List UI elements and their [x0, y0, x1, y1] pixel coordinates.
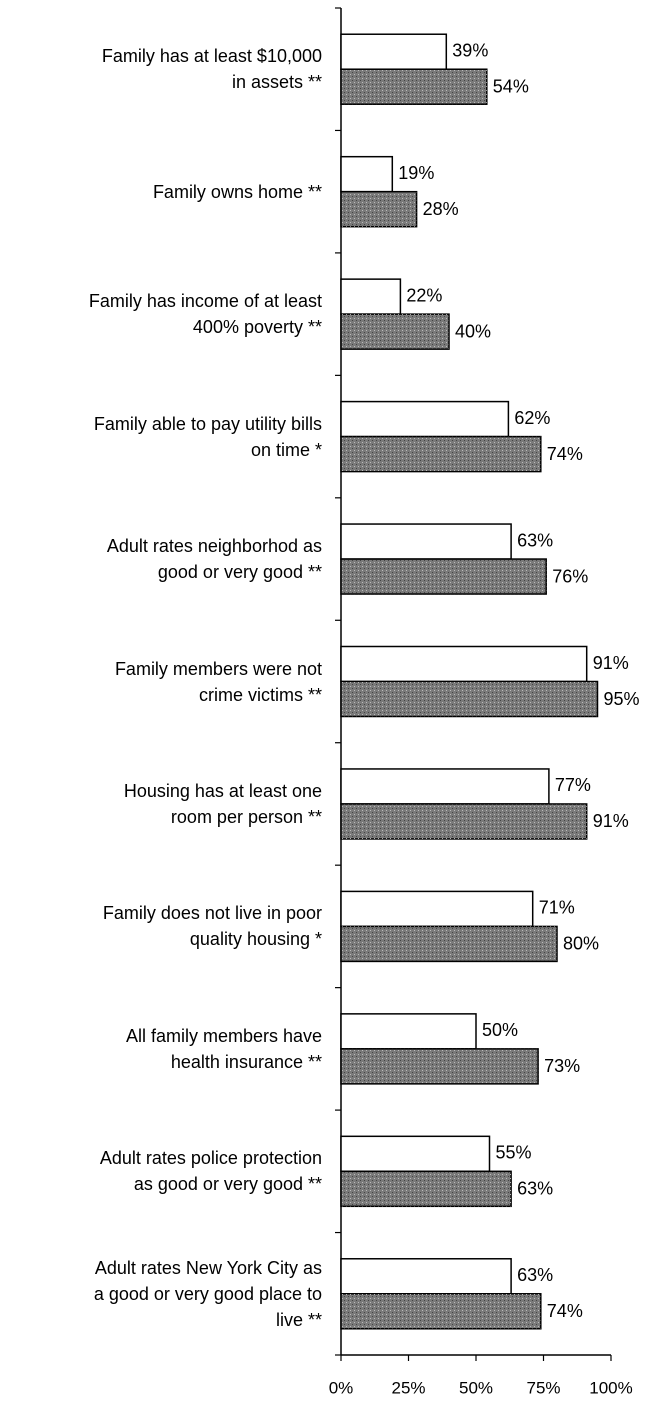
value-label: 19%	[398, 163, 434, 183]
category-label: Family owns home **	[152, 181, 322, 202]
bar-texture	[341, 69, 487, 105]
category-label: Adult rates neighborhod as good or very …	[106, 536, 322, 583]
value-label: 73%	[544, 1056, 580, 1076]
value-label: 76%	[552, 566, 588, 586]
bar-texture	[341, 1048, 539, 1084]
x-tick-label: 100%	[589, 1378, 632, 1397]
value-label: 22%	[406, 285, 442, 305]
category-label: Family has income of at least 400% pover…	[88, 291, 322, 338]
value-label: 39%	[452, 40, 488, 60]
value-label: 50%	[482, 1020, 518, 1040]
bar-texture	[341, 926, 557, 962]
value-label: 54%	[493, 76, 529, 96]
bar	[340, 890, 534, 928]
value-label: 71%	[539, 898, 575, 918]
category-label: Adult rates police protection as good or…	[99, 1148, 322, 1195]
bar	[340, 400, 510, 438]
value-label: 80%	[563, 934, 599, 954]
x-tick-label: 0%	[329, 1378, 354, 1397]
bar	[340, 768, 550, 805]
bar	[340, 33, 448, 70]
x-tick-label: 50%	[459, 1378, 493, 1397]
x-tick-label: 75%	[526, 1378, 560, 1397]
value-label: 62%	[514, 408, 550, 428]
value-label: 55%	[496, 1143, 532, 1163]
category-label: Adult rates New York City as a good or v…	[93, 1257, 322, 1330]
value-label: 63%	[517, 530, 553, 550]
value-label: 74%	[547, 1301, 583, 1321]
category-label: Family does not live in poor quality hou…	[102, 903, 322, 950]
category-label: Family members were not crime victims **	[114, 658, 322, 705]
bar	[340, 1258, 512, 1295]
bar-texture	[341, 436, 541, 472]
value-label: 63%	[517, 1179, 553, 1199]
value-label: 95%	[604, 689, 640, 709]
bar	[340, 278, 402, 315]
bar-texture	[341, 1293, 541, 1329]
bar	[340, 645, 588, 683]
bar	[340, 155, 394, 193]
bar-texture	[341, 314, 449, 350]
value-label: 77%	[555, 775, 591, 795]
category-label: Family has at least $10,000 in assets **	[101, 46, 322, 93]
bar-texture	[341, 559, 547, 595]
value-label: 40%	[455, 321, 491, 341]
category-label: All family members have health insurance…	[125, 1025, 322, 1072]
value-label: 28%	[423, 199, 459, 219]
value-label: 91%	[593, 653, 629, 673]
value-label: 74%	[547, 444, 583, 464]
bar-texture	[341, 191, 417, 227]
bar-texture	[341, 681, 598, 717]
bar-texture	[341, 803, 587, 839]
bar	[340, 1013, 477, 1050]
value-label: 91%	[593, 811, 629, 831]
category-label: Family able to pay utility bills on time…	[93, 413, 322, 460]
category-label: Housing has at least one room per person…	[123, 780, 322, 827]
bar	[340, 523, 512, 560]
value-label: 63%	[517, 1265, 553, 1285]
x-tick-label: 25%	[391, 1378, 425, 1397]
bar	[340, 1135, 491, 1173]
bar-texture	[341, 1171, 512, 1207]
